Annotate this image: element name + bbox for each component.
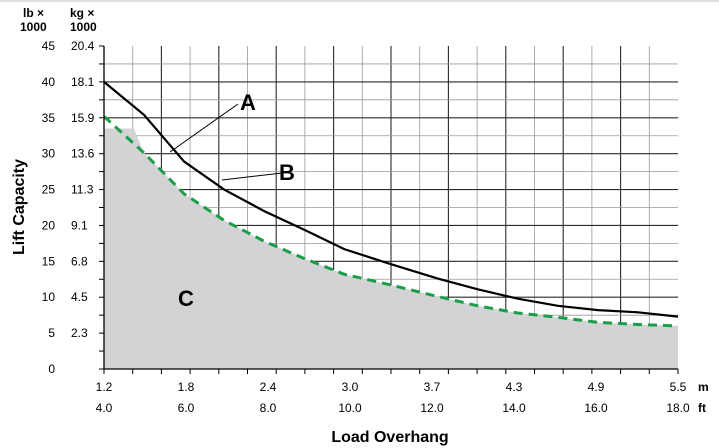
x-tick-label-ft: 10.0 [338,401,362,415]
x-tick-label-m: 2.4 [260,380,277,394]
x-tick-label-m: 4.3 [506,380,523,394]
line-layer [102,81,679,328]
y-tick-label-kg: 20.4 [71,39,95,53]
x-tick-label-m: 3.0 [342,380,359,394]
y-tick-label-kg: 11.3 [71,183,94,197]
y-tick-label-lb: 40 [42,75,56,89]
x-tick-label-ft: 8.0 [260,401,277,415]
y-unit-lb-2: 1000 [20,20,47,34]
y-tick-label-lb: 30 [42,147,56,161]
x-tick-label-m: 4.9 [588,380,605,394]
y-tick-label-lb: 35 [42,111,56,125]
callout-label-c: C [178,286,194,311]
x-tick-label-ft: 12.0 [420,401,444,415]
area-c [104,128,678,369]
y-tick-label-kg: 6.8 [71,254,88,268]
annotations: A B C [169,90,295,311]
y-tick-label-kg: 2.3 [71,326,88,340]
callout-label-b: B [279,160,295,185]
series-a-line [103,81,679,318]
y-unit-lb-1: lb × [23,6,44,20]
x-tick-label-m: 1.2 [96,380,113,394]
y-unit-kg-2: 1000 [70,20,97,34]
y-tick-label-lb: 20 [42,218,56,232]
y-tick-label-kg: 18.1 [71,75,95,89]
y-tick-label-lb: 25 [42,183,56,197]
x-tick-label-m: 1.8 [178,380,195,394]
x-unit-m: m [698,380,709,394]
y-tick-label-lb: 10 [42,290,56,304]
y-axis-title: Lift Capacity [11,159,28,255]
y-tick-label-lb: 5 [48,326,55,340]
y-tick-label-kg: 9.1 [71,218,88,232]
x-tick-label-m: 3.7 [424,380,441,394]
x-unit-ft: ft [698,401,706,415]
x-tick-label-m: 5.5 [670,380,687,394]
axes [99,45,679,374]
x-axis-title: Load Overhang [331,429,448,446]
y-tick-label-kg: 15.9 [71,111,95,125]
y-unit-kg-1: kg × [70,6,94,20]
x-tick-label-ft: 16.0 [584,401,608,415]
x-tick-label-ft: 14.0 [502,401,526,415]
callout-label-a: A [240,90,256,115]
area-layer [104,128,678,369]
x-tick-label-ft: 6.0 [178,401,195,415]
y-tick-label-kg: 13.6 [71,147,95,161]
series-b-line [102,115,679,328]
x-tick-label-ft: 18.0 [666,401,690,415]
y-tick-label-lb: 45 [42,39,56,53]
x-tick-label-ft: 4.0 [96,401,113,415]
y-tick-label-lb: 0 [48,362,55,376]
callout-leader-a [169,103,239,153]
y-tick-label-kg: 4.5 [71,290,88,304]
callout-leader-b [221,172,283,181]
y-tick-label-lb: 15 [42,254,56,268]
tick-labels: 0 5 10 15 20 25 30 35 40 45 2.3 4.5 6.8 9.1 11.3 13.6 15… [42,39,690,415]
